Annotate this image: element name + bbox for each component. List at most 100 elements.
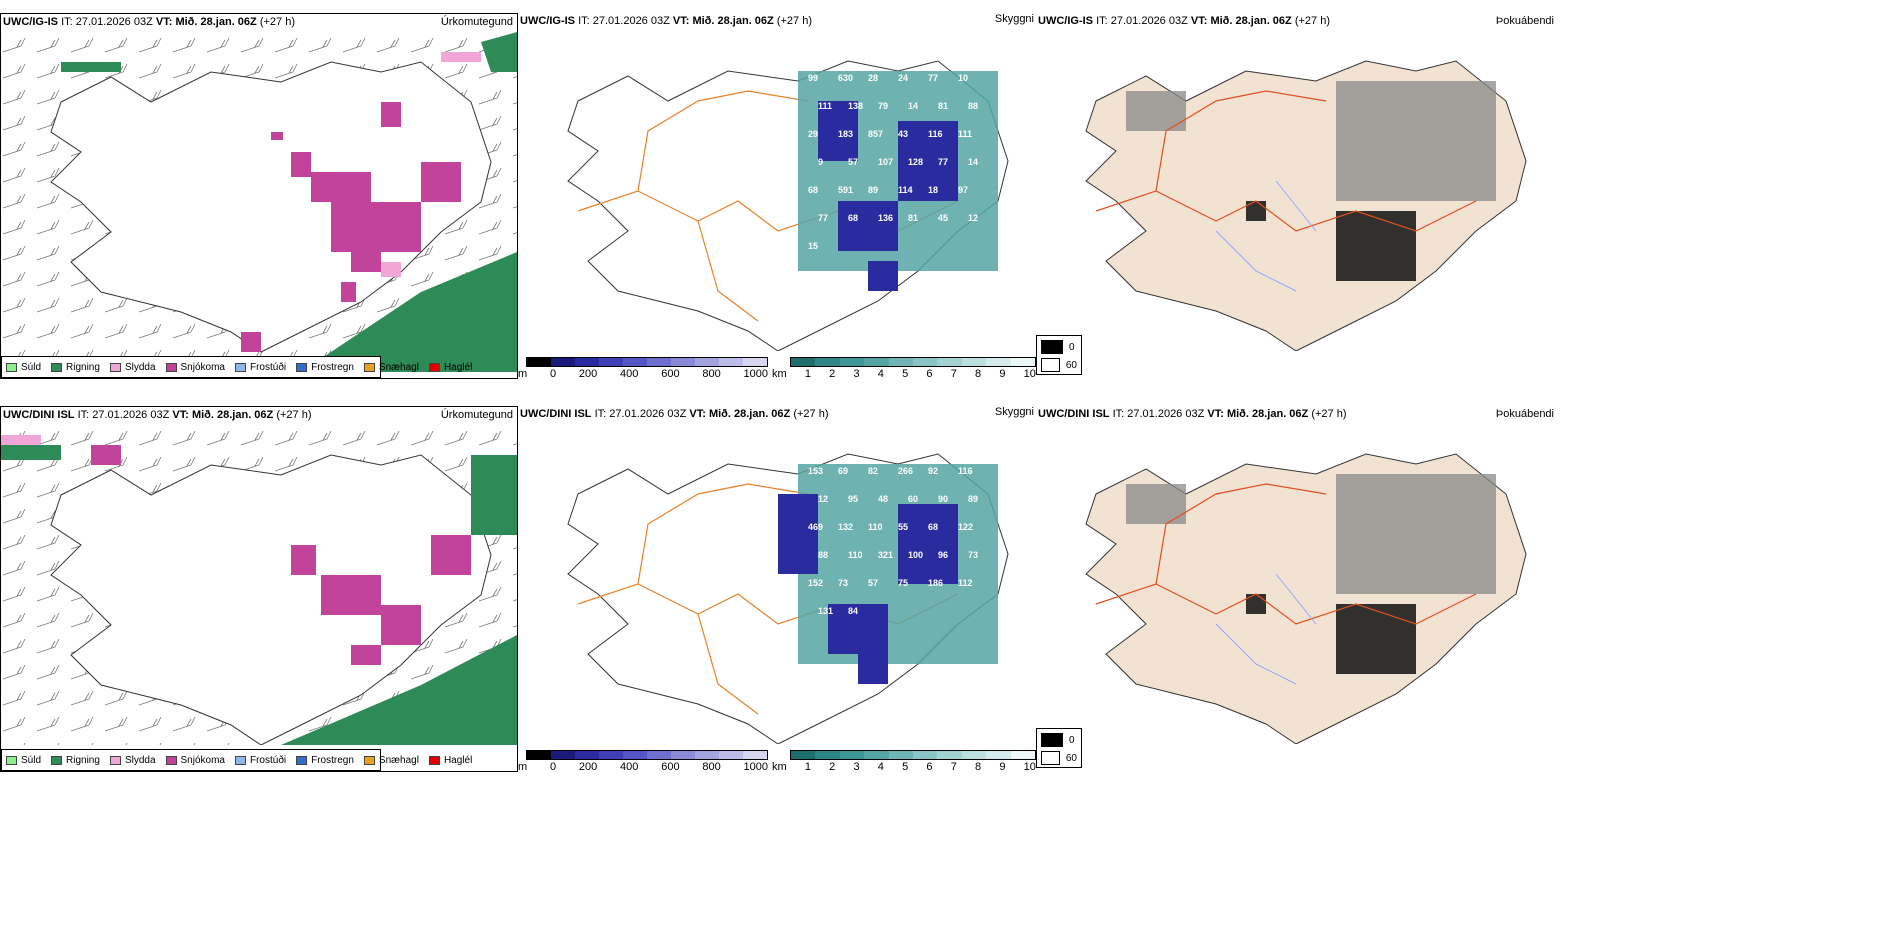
legend-item: Súld [6,362,41,373]
ceiling-height-label: 43 [898,129,908,139]
precip-legend: Súld Rigning Slydda Snjókoma Frostúði Fr… [1,749,472,771]
legend-item: Snjókoma [165,362,225,373]
ceiling-height-label: 99 [808,73,818,83]
legend-swatch [109,755,121,765]
colorbar-segment [695,751,719,759]
ceiling-height-label: 114 [898,185,913,195]
ceiling-height-label: 68 [848,213,858,223]
legend-swatch [6,362,17,372]
ceiling-height-label: 18 [928,185,938,195]
panel-header: UWC/IG-IS IT: 27.01.2026 03Z VT: Mið. 28… [3,16,295,28]
colorbar-tick: 7 [950,368,957,380]
colorbar-tick: 1000 [743,761,768,773]
visibility-colorbar: km 1 2 3 4 5 6 7 8 9 10 [772,750,1036,773]
ceiling-height-label: 90 [938,494,948,504]
colorbar-segment [839,751,865,759]
legend-swatch [6,755,17,765]
vt-value: Mið. 28.jan. 06Z [191,409,274,421]
colorbar-segment [647,358,671,366]
vt-value: Mið. 28.jan. 06Z [1226,408,1309,420]
ceiling-height-label: 77 [818,213,828,223]
ceiling-height-label: 69 [838,466,848,476]
legend-swatch [363,755,375,765]
colorbar-tick: 10 [1023,761,1036,773]
fog-map-panel-row2: UWC/DINI ISL IT: 27.01.2026 03Z VT: Mið.… [1036,406,1556,772]
it-label: IT: [578,15,590,27]
ceiling-height-label: 88 [968,101,978,111]
legend-label: Frostregn [311,361,354,373]
vt-label: VT: [155,16,173,28]
colorbar-tick: 3 [853,761,860,773]
legend-swatch [51,755,63,765]
colorbar-tick: 6 [926,761,933,773]
vt-label: VT: [1190,15,1208,27]
ceiling-height-label: 28 [868,73,878,83]
legend-swatch [363,362,375,372]
ceiling-height-label: 60 [908,494,918,504]
colorbar-segment [623,751,647,759]
colorbar-tick: 800 [702,368,721,380]
colorbar-segment [815,358,840,366]
ceiling-height-label: 73 [838,578,848,588]
colorbar-segment [527,358,551,366]
colorbar-segment [743,751,767,759]
ceiling-height-label: 153 [808,466,823,476]
it-value: 27.01.2026 03Z [609,408,687,420]
legend-item: Snæhagl [363,361,419,373]
legend-swatch [165,755,177,765]
legend-swatch [109,362,121,372]
legend-swatch [296,362,308,372]
colorbar-segment [791,751,816,759]
colorbar-segment [839,358,865,366]
fog-legend-swatch [1041,340,1063,354]
panel-header: UWC/DINI ISL IT: 27.01.2026 03Z VT: Mið.… [520,408,829,420]
colorbar-segment [695,358,719,366]
colorbar-tick: 400 [620,368,639,380]
colorbar-tick: 9 [999,368,1006,380]
ceiling-height-label: 82 [868,466,878,476]
ceiling-height-label: 77 [928,73,938,83]
colorbar-segment [551,751,575,759]
ceiling-height-label: 14 [908,101,918,111]
legend-item: Frostúði [234,362,286,373]
it-value: 27.01.2026 03Z [92,409,170,421]
colorbar-segment [864,751,889,759]
ceiling-height-label: 111 [958,129,972,139]
colorbar-segment [575,751,599,759]
colorbar-tick: 0 [549,368,557,380]
it-label: IT: [1096,15,1108,27]
colorbar-tick: 6 [926,368,933,380]
precip-map [1,425,517,745]
fog-legend-value: 0 [1069,341,1075,353]
ceiling-height-label: 12 [818,494,828,504]
vt-value: Mið. 28.jan. 06Z [708,408,791,420]
colorbar-segment [888,751,914,759]
colorbar-segment [527,751,551,759]
legend-item: Rigning [51,362,100,373]
lead-time: (+27 h) [776,15,812,27]
ceiling-height-label: 12 [968,213,978,223]
colorbar-tick: 10 [1023,368,1036,380]
legend-label: Frostregn [311,754,354,766]
colorbar-tick: 800 [702,761,721,773]
ceiling-height-label: 9 [818,157,823,167]
colorbar-segment [1010,358,1036,366]
colorbar-segment [551,358,575,366]
colorbar-unit: m [518,368,528,380]
precip-map-panel-row2: UWC/DINI ISL IT: 27.01.2026 03Z VT: Mið.… [0,406,518,772]
colorbar-segment [1010,751,1036,759]
ceiling-height-label: 110 [868,522,883,532]
ceiling-map: 99 630 28 24 77 10 111 138 79 14 81 88 29 183 857 43 116… [567,60,1009,351]
panel-title: Úrkomutegund [440,409,513,421]
legend-swatch [51,362,63,372]
fog-legend-value: 60 [1065,359,1077,371]
precip-legend: Súld Rigning Slydda Snjókoma Frostúði Fr… [1,356,472,378]
legend-label: Súld [21,754,42,766]
legend-label: Snæhagl [378,361,419,373]
legend-item: Slydda [109,755,156,766]
colorbar-segment [986,751,1011,759]
vt-value: Mið. 28.jan. 06Z [692,15,774,27]
model-name: UWC/DINI ISL [520,408,592,420]
ceiling-map: 153 69 82 266 92 116 12 95 48 60 90 89 469 132 110 55 68… [567,453,1009,744]
legend-label: Snæhagl [378,754,419,766]
